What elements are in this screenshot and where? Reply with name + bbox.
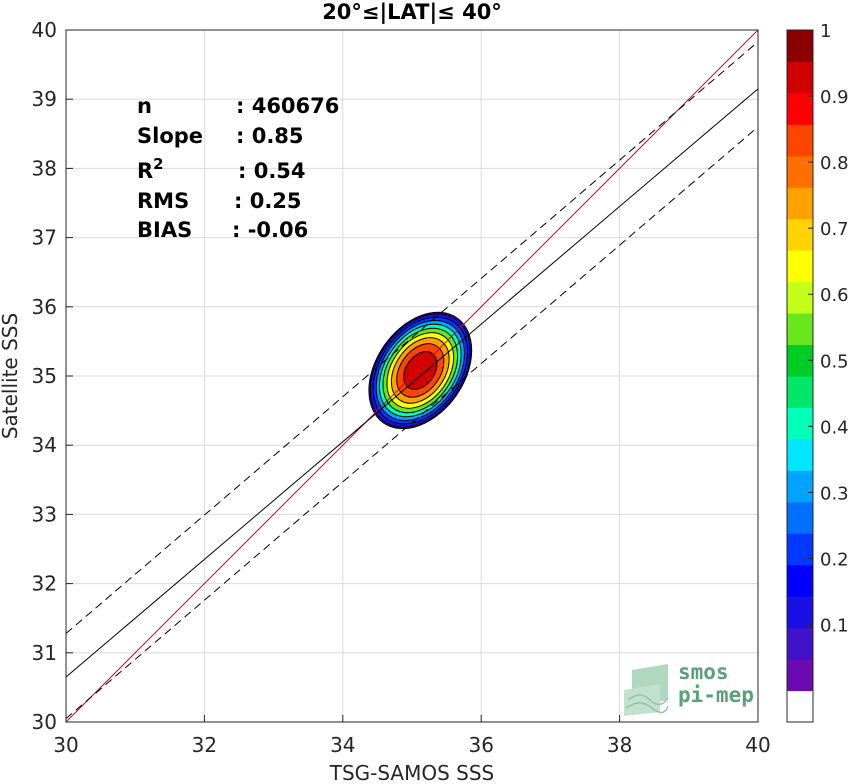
colorbar-segment	[787, 250, 813, 283]
x-tick-label: 32	[192, 733, 217, 757]
colorbar-tick-label: 0.2	[820, 549, 849, 570]
stat-label: BIAS	[137, 218, 192, 242]
grid-lines	[65, 29, 759, 723]
smos-pimep-logo: smos pi-mep	[624, 660, 754, 716]
colorbar-segment	[787, 376, 813, 408]
colorbar-tick-label: 0.4	[820, 417, 849, 438]
stat-label: RMS	[137, 189, 189, 213]
x-tick-label: 40	[745, 733, 770, 757]
stat-label: Slope	[137, 124, 203, 148]
x-axis-label: TSG-SAMOS SSS	[329, 761, 495, 784]
y-tick-label: 33	[32, 502, 57, 526]
fit-rms-line	[65, 126, 759, 719]
logo-mark-icon	[624, 664, 669, 716]
stat-value: : -0.06	[232, 218, 308, 242]
y-tick-label: 35	[32, 364, 57, 388]
y-tick-label: 31	[32, 641, 57, 665]
stat-value: : 0.54	[238, 159, 306, 183]
y-tick-label: 30	[32, 710, 57, 734]
y-tick-label: 36	[32, 295, 57, 319]
chart-title: 20°≤|LAT|≤ 40°	[322, 0, 502, 25]
fit+rms-line	[65, 41, 759, 634]
colorbar-segment	[787, 124, 813, 157]
colorbar-segment	[787, 596, 813, 629]
x-tick-label: 30	[53, 733, 78, 757]
fit-line	[65, 88, 759, 678]
logo-line2: pi-mep	[678, 683, 754, 707]
colorbar-segment	[787, 627, 813, 660]
y-tick-label: 40	[32, 18, 57, 42]
colorbar-tick-label: 0.6	[820, 285, 849, 306]
colorbar-tick-label: 0.7	[820, 219, 849, 240]
y-tick-label: 39	[32, 87, 57, 111]
colorbar-segment	[787, 533, 813, 566]
stat-value: : 460676	[236, 94, 339, 118]
y-axis-ticks: 30 31 32 33 34 35 36 37 38 39 40	[32, 18, 73, 734]
colorbar-segment	[787, 438, 813, 471]
colorbar-segment	[787, 313, 813, 346]
colorbar-segment	[787, 470, 813, 503]
stat-label: R2	[137, 155, 164, 183]
colorbar-segment	[787, 61, 813, 94]
colorbar-segment	[787, 281, 813, 314]
colorbar-frame	[786, 29, 814, 723]
x-axis-ticks: 30 32 34 36 38 40	[53, 715, 771, 757]
colorbar-segment	[787, 92, 813, 125]
x-tick-label: 38	[607, 733, 632, 757]
x-tick-label: 36	[468, 733, 493, 757]
y-tick-label: 34	[32, 433, 57, 457]
colorbar-segment	[787, 407, 813, 440]
logo-line1: smos	[678, 660, 729, 684]
colorbar-segment	[787, 659, 813, 692]
reference-lines	[65, 29, 759, 723]
y-axis-label: Satellite SSS	[0, 313, 22, 439]
colorbar-tick-label: 0.1	[820, 615, 849, 636]
y-tick-label: 32	[32, 572, 57, 596]
colorbar-segment	[787, 218, 813, 251]
stat-value: : 0.85	[236, 124, 304, 148]
colorbar-segment	[787, 187, 813, 220]
y-tick-label: 37	[32, 226, 57, 250]
statistics-text: n : 460676 Slope : 0.85 R2 : 0.54 RMS : 0.25 BIA…	[137, 94, 339, 242]
stat-label: n	[137, 94, 152, 118]
colorbar-tick-label: 1	[820, 21, 831, 42]
stat-value: : 0.25	[234, 189, 302, 213]
colorbar-tick-label: 0.9	[820, 87, 849, 108]
colorbar-segment	[787, 564, 813, 597]
y-tick-label: 38	[32, 156, 57, 180]
colorbar-tick-label: 0.5	[820, 351, 849, 372]
x-tick-label: 34	[330, 733, 355, 757]
colorbar-segment	[787, 501, 813, 534]
colorbar-tick-label: 0.8	[820, 153, 849, 174]
identity-line	[65, 29, 759, 723]
colorbar: 0.1 0.2 0.3 0.4 0.5 0.6 0.7 0.8 0.9 1	[786, 21, 849, 723]
colorbar-tick-label: 0.3	[820, 483, 849, 504]
colorbar-segment	[787, 690, 813, 723]
contour-level	[403, 351, 438, 390]
colorbar-segment	[787, 155, 813, 188]
colorbar-segment	[787, 30, 813, 62]
